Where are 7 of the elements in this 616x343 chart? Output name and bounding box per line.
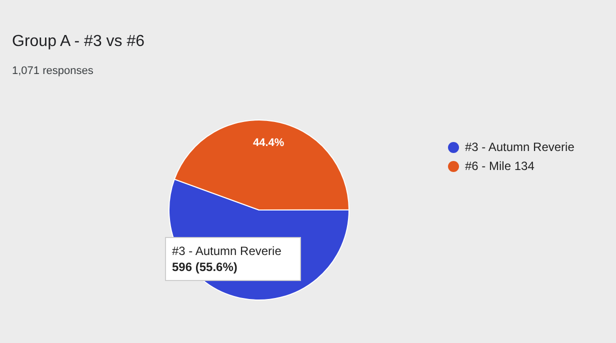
legend-label: #6 - Mile 134 <box>465 159 534 173</box>
data-label: 44.4% <box>253 136 284 149</box>
legend-label: #3 - Autumn Reverie <box>465 140 574 154</box>
chart-title: Group A - #3 vs #6 <box>12 33 145 51</box>
text: #3 - Autumn Reverie <box>172 243 282 259</box>
text: 596 (55.6%) <box>172 259 238 275</box>
text: 1,071 responses <box>12 65 94 77</box>
